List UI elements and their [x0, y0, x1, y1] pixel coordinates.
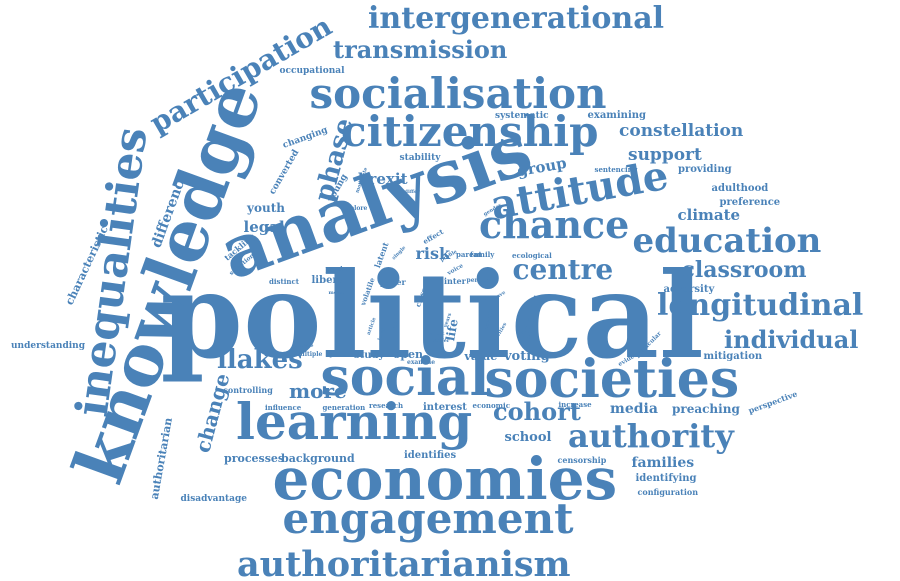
word-socialisation: socialisation	[309, 69, 607, 118]
word-media: media	[610, 401, 658, 417]
word-disadvantage: disadvantage	[180, 493, 248, 504]
word-youth: youth	[247, 201, 285, 215]
word-background: background	[281, 451, 355, 465]
word-brexit: brexit	[358, 169, 408, 188]
word-explore: explore	[342, 205, 368, 212]
word-climate: climate	[677, 205, 741, 224]
word-understanding: understanding	[11, 340, 85, 351]
word-intergenerational: intergenerational	[368, 1, 665, 36]
word-parent: parent	[456, 249, 482, 259]
word-stiffer: stiffer	[432, 337, 450, 344]
word-model: model	[328, 289, 346, 296]
word-sentencing: sentencing	[594, 164, 638, 174]
word-preference: preference	[719, 197, 781, 208]
word-education: education	[632, 221, 822, 261]
word-citizenship: citizenship	[341, 107, 599, 156]
word-value: value	[464, 349, 498, 363]
word-classroom: classroom	[681, 257, 807, 283]
word-effect: effect	[421, 226, 445, 246]
word-legal: legal	[243, 217, 285, 236]
word-support: support	[628, 144, 702, 165]
word-families: families	[631, 455, 695, 471]
word-paper: paper	[380, 277, 406, 287]
word-preaching: preaching	[672, 402, 740, 416]
word-person: person	[466, 277, 490, 284]
word-politic: politic	[329, 351, 351, 358]
word-open: open	[393, 347, 424, 361]
word-more: more	[289, 379, 347, 403]
word-generation: generation	[322, 402, 366, 412]
word-controlling: controlling	[223, 385, 273, 395]
word-learning: learning	[236, 392, 473, 451]
word-censorship: censorship	[557, 455, 607, 465]
word-identifies: identifies	[404, 450, 457, 461]
word-adulthood: adulthood	[711, 183, 769, 194]
word-economies: economies	[272, 445, 618, 513]
word-identifying: identifying	[635, 473, 697, 484]
word-authoritarianism: authoritarianism	[237, 543, 571, 581]
word-systematic: systematic	[495, 110, 549, 121]
word-social: social	[320, 347, 490, 408]
word-longitudinal: longitudinal	[657, 288, 864, 323]
word-constellation: constellation	[619, 120, 744, 141]
word-differ: differ	[404, 188, 420, 195]
word-examine: examine	[407, 359, 436, 366]
word-individual: individual	[724, 325, 859, 354]
word-distinct: distinct	[269, 276, 299, 286]
word-study: study	[354, 350, 385, 361]
word-interest: interest	[423, 402, 467, 413]
word-chance: chance	[479, 202, 630, 247]
word-research: research	[369, 400, 404, 410]
word-societies: societies	[484, 349, 740, 410]
word-perspective: perspective	[746, 388, 799, 416]
word-political: political	[160, 246, 704, 385]
word-engagement: engagement	[282, 494, 574, 543]
word-risk: risk	[415, 244, 451, 263]
word-occupational: occupational	[279, 65, 345, 76]
word-multiple: multiple	[294, 351, 323, 358]
word-stability: stability	[399, 152, 441, 163]
word-transmission: transmission	[333, 35, 508, 64]
word-school: school	[504, 429, 552, 445]
word-economic: economic	[472, 400, 510, 410]
word-cohort: cohort	[493, 397, 581, 426]
word-processes: processes	[224, 451, 285, 465]
word-mitigation: mitigation	[703, 351, 763, 362]
word-influence: influence	[265, 402, 302, 412]
word-voting: voting	[504, 348, 550, 364]
word-psycho: psycho	[325, 266, 349, 273]
word-providing: providing	[678, 164, 732, 175]
word-analyse: analyse	[292, 342, 314, 349]
word-result: result	[428, 330, 445, 337]
word-configuration: configuration	[637, 487, 699, 497]
word-centre: centre	[512, 253, 614, 286]
word-liberal: liberal	[311, 275, 349, 286]
word-increase: increase	[558, 399, 592, 409]
word-inter: inter	[444, 276, 466, 286]
word-family: family	[470, 249, 495, 259]
word-acc: acc	[471, 292, 487, 302]
word-examining: examining	[587, 110, 647, 121]
word-adversity: adversity	[663, 284, 715, 295]
word-llakes: llakes	[217, 345, 303, 375]
word-ecological: ecological	[512, 250, 552, 260]
word-authority: authority	[568, 417, 734, 455]
